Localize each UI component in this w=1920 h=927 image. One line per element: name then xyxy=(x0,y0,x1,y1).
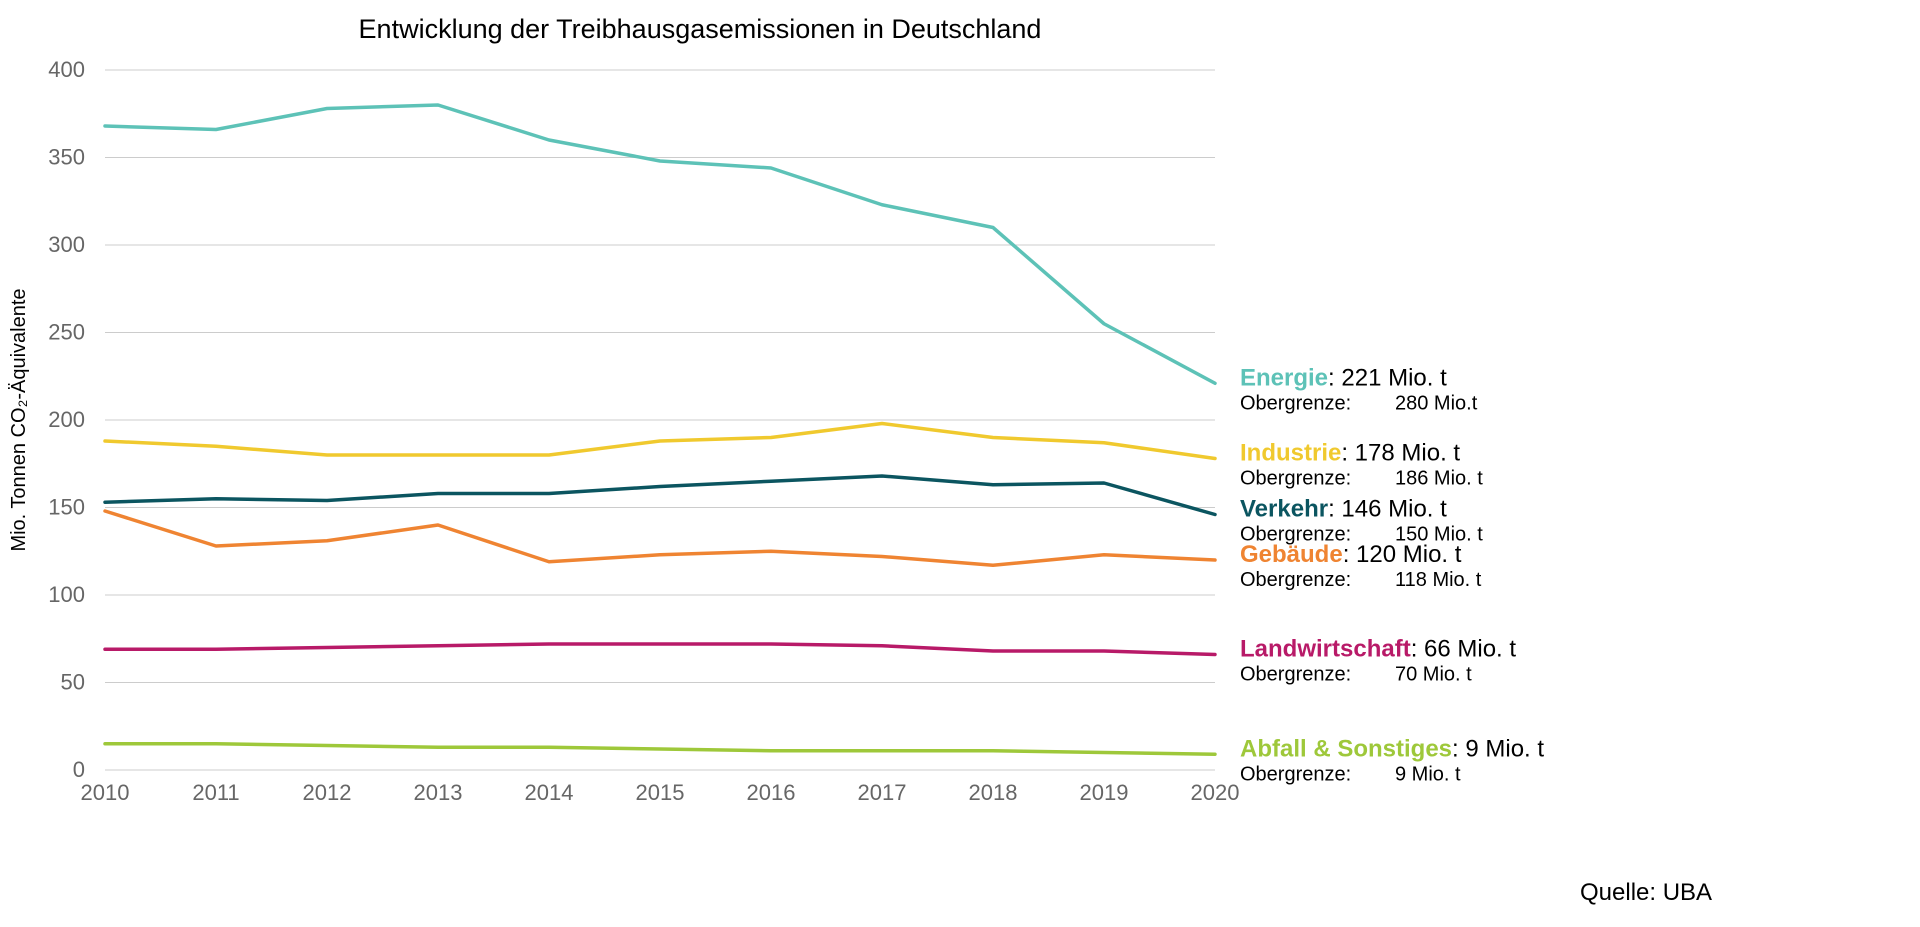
legend-entry-landwirtschaft: Landwirtschaft: 66 Mio. tObergrenze:70 M… xyxy=(1240,636,1516,686)
legend-sublabel: Obergrenze:186 Mio. t xyxy=(1240,468,1483,490)
legend-sublabel: Obergrenze:280 Mio.t xyxy=(1240,392,1478,414)
legend-entry-industrie: Industrie: 178 Mio. tObergrenze:186 Mio.… xyxy=(1240,440,1483,490)
y-tick-label: 200 xyxy=(48,407,85,432)
y-tick-label: 250 xyxy=(48,320,85,345)
legend-label: Abfall & Sonstiges: 9 Mio. t xyxy=(1240,735,1544,762)
chart-legend: Energie: 221 Mio. tObergrenze:280 Mio.t I… xyxy=(1240,364,1544,785)
legend-label: Landwirtschaft: 66 Mio. t xyxy=(1240,636,1516,663)
y-tick-label: 0 xyxy=(73,757,85,782)
legend-label: Gebäude: 120 Mio. t xyxy=(1240,541,1462,568)
chart-title: Entwicklung der Treibhausgasemissionen i… xyxy=(359,14,1042,44)
x-tick-label: 2016 xyxy=(747,780,796,805)
legend-sublabel: Obergrenze:9 Mio. t xyxy=(1240,763,1461,785)
legend-sublabel: Obergrenze:118 Mio. t xyxy=(1240,569,1482,591)
series-line-industrie xyxy=(105,424,1215,459)
x-tick-label: 2017 xyxy=(858,780,907,805)
y-tick-label: 300 xyxy=(48,232,85,257)
emissions-line-chart: Entwicklung der Treibhausgasemissionen i… xyxy=(0,0,1920,927)
legend-entry-abfall: Abfall & Sonstiges: 9 Mio. tObergrenze:9… xyxy=(1240,735,1544,785)
x-tick-label: 2010 xyxy=(81,780,130,805)
series-line-gebaeude xyxy=(105,511,1215,565)
x-tick-label: 2012 xyxy=(303,780,352,805)
y-tick-label: 150 xyxy=(48,495,85,520)
chart-series-group xyxy=(105,105,1215,754)
legend-label: Industrie: 178 Mio. t xyxy=(1240,440,1460,467)
chart-source: Quelle: UBA xyxy=(1580,879,1712,906)
x-tick-label: 2015 xyxy=(636,780,685,805)
series-line-energie xyxy=(105,105,1215,383)
series-line-landwirtschaft xyxy=(105,644,1215,655)
x-tick-label: 2019 xyxy=(1080,780,1129,805)
x-tick-label: 2014 xyxy=(525,780,574,805)
series-line-abfall xyxy=(105,744,1215,755)
y-tick-label: 100 xyxy=(48,582,85,607)
legend-entry-energie: Energie: 221 Mio. tObergrenze:280 Mio.t xyxy=(1240,364,1478,414)
legend-label: Energie: 221 Mio. t xyxy=(1240,364,1447,391)
x-axis-ticks: 2010 2011 2012 2013 2014 2015 2016 2017 2018 2019… xyxy=(81,780,1240,805)
y-tick-label: 400 xyxy=(48,57,85,82)
x-tick-label: 2020 xyxy=(1191,780,1240,805)
y-tick-label: 50 xyxy=(61,670,85,695)
x-tick-label: 2011 xyxy=(192,780,239,805)
legend-sublabel: Obergrenze:70 Mio. t xyxy=(1240,664,1472,686)
series-line-verkehr xyxy=(105,476,1215,515)
y-tick-label: 350 xyxy=(48,145,85,170)
y-axis-title: Mio. Tonnen CO₂-Äquivalente xyxy=(8,288,30,551)
x-tick-label: 2013 xyxy=(414,780,463,805)
gridlines xyxy=(105,70,1215,770)
y-axis-ticks: 0 50 100 150 200 250 300 350 400 xyxy=(48,57,85,782)
legend-entry-gebaeude: Gebäude: 120 Mio. tObergrenze:118 Mio. t xyxy=(1240,541,1482,591)
x-tick-label: 2018 xyxy=(969,780,1018,805)
legend-entry-verkehr: Verkehr: 146 Mio. tObergrenze:150 Mio. t xyxy=(1240,496,1483,546)
legend-label: Verkehr: 146 Mio. t xyxy=(1240,496,1447,523)
